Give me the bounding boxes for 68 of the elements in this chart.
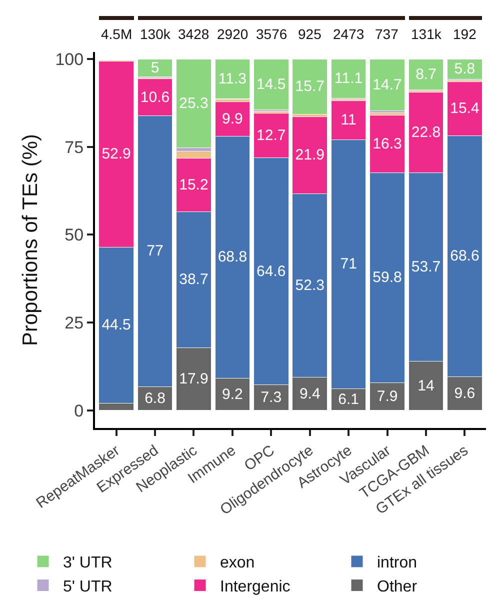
bar bbox=[214, 58, 250, 99]
legend-label: exon bbox=[220, 554, 255, 572]
legend-label: 5' UTR bbox=[63, 578, 112, 596]
data-label: 10.6 bbox=[140, 88, 170, 106]
text: 4.5M bbox=[101, 26, 132, 42]
data-label: 64.6 bbox=[256, 262, 286, 280]
y-tick-label: 100 bbox=[55, 50, 84, 69]
data-label: 9.4 bbox=[299, 385, 320, 402]
legend-label: intron bbox=[377, 554, 418, 572]
bar bbox=[408, 58, 444, 90]
data-label: 5 bbox=[150, 59, 160, 76]
data-label: 9.6 bbox=[454, 385, 476, 402]
data-label: 14.5 bbox=[256, 76, 286, 94]
data-label: 6.8 bbox=[144, 390, 166, 407]
data-label: 59.8 bbox=[372, 269, 402, 286]
data-label: 38.7 bbox=[179, 271, 208, 288]
text: 925 bbox=[298, 26, 322, 42]
data-label: 15.4 bbox=[450, 100, 480, 118]
data-label: 11.1 bbox=[334, 70, 363, 88]
y-tick-label: 75 bbox=[64, 138, 84, 157]
text: 192 bbox=[453, 26, 477, 42]
data-label: 15.7 bbox=[295, 78, 324, 96]
data-label: 11 bbox=[340, 112, 356, 129]
bar bbox=[137, 58, 173, 77]
data-label: 9.9 bbox=[222, 110, 243, 128]
data-label: 52.9 bbox=[102, 146, 131, 163]
data-label: 7.9 bbox=[376, 388, 398, 406]
data-label: 14.7 bbox=[372, 76, 402, 94]
legend-label: Other bbox=[377, 578, 418, 596]
y-axis-title: Proportions of TEs (%) bbox=[18, 134, 42, 346]
data-label: 68.6 bbox=[450, 248, 480, 265]
bar bbox=[292, 58, 328, 114]
data-label: 14 bbox=[418, 377, 434, 394]
data-label: 77 bbox=[146, 242, 164, 260]
data-label: 8.7 bbox=[416, 66, 436, 83]
y-tick-label: 25 bbox=[64, 314, 84, 333]
data-label: 15.2 bbox=[179, 176, 208, 194]
y-tick-label: 50 bbox=[64, 226, 84, 245]
legend-label: Intergenic bbox=[220, 578, 290, 596]
bar bbox=[330, 58, 366, 98]
text: 130k bbox=[140, 26, 172, 42]
text: 3428 bbox=[178, 26, 210, 42]
data-label: 53.7 bbox=[411, 258, 441, 276]
bar bbox=[370, 58, 405, 111]
data-label: 12.7 bbox=[256, 126, 286, 144]
bar bbox=[253, 58, 289, 110]
text: 2920 bbox=[217, 26, 248, 42]
data-label: 11.3 bbox=[218, 70, 246, 88]
data-label: 25.3 bbox=[179, 94, 208, 112]
text: 131k bbox=[411, 26, 442, 42]
y-tick-label: 0 bbox=[74, 401, 84, 420]
data-label: 6.1 bbox=[338, 391, 359, 408]
data-label: 16.3 bbox=[372, 135, 402, 152]
data-label: 5.8 bbox=[454, 60, 476, 78]
data-label: 9.2 bbox=[222, 386, 243, 403]
text: 2473 bbox=[333, 26, 364, 42]
data-label: 68.8 bbox=[218, 248, 248, 266]
data-label: 44.5 bbox=[102, 316, 131, 334]
data-label: 71 bbox=[340, 256, 357, 273]
data-label: 21.9 bbox=[295, 146, 324, 164]
text: 737 bbox=[375, 26, 399, 42]
data-label: 17.9 bbox=[179, 370, 208, 388]
bar bbox=[176, 58, 212, 148]
data-label: 52.3 bbox=[295, 277, 324, 294]
data-label: 22.8 bbox=[411, 124, 441, 141]
data-label: 7.3 bbox=[260, 389, 282, 406]
text: 3576 bbox=[256, 26, 288, 42]
legend-label: 3' UTR bbox=[63, 554, 112, 572]
